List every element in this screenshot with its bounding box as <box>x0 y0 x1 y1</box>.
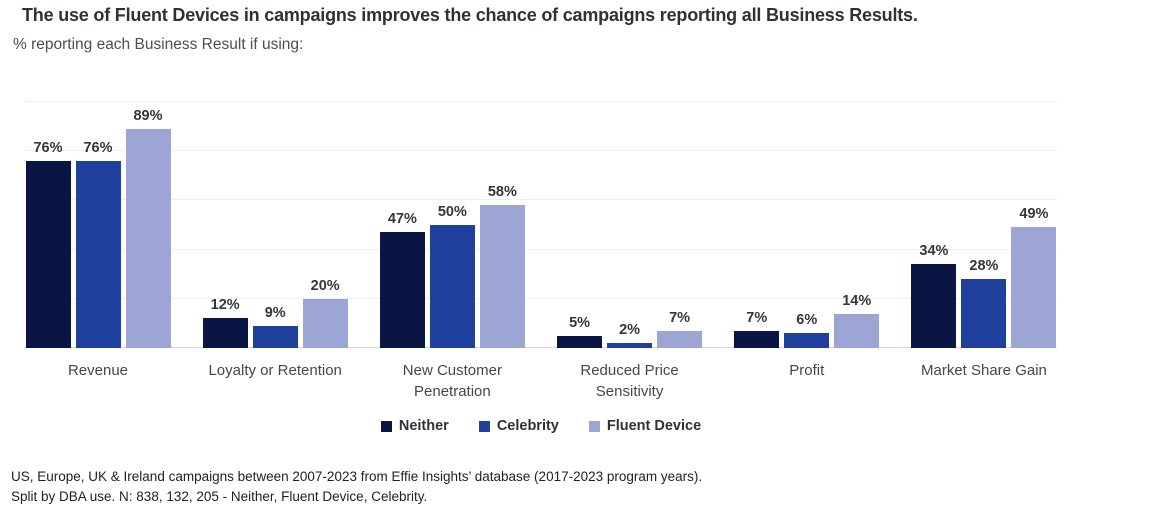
bar-cell-neither: 12% <box>202 297 248 348</box>
bar-group-profit: 7% 6% 14% <box>734 108 880 348</box>
source-note-line-1: US, Europe, UK & Ireland campaigns betwe… <box>11 469 703 484</box>
bar-cell-neither: 5% <box>557 314 603 348</box>
source-note-line-2: Split by DBA use. N: 838, 132, 205 - Nei… <box>11 488 428 504</box>
bar-celebrity-reduced-price-sensitivity <box>607 343 653 348</box>
bar-group-reduced-price-sensitivity: 5% 2% 7% <box>557 108 703 348</box>
bar-neither-new-customer-penetration <box>379 232 425 348</box>
legend: Neither Celebrity Fluent Device <box>25 418 1057 434</box>
bar-value-label-celebrity-market-share-gain: 28% <box>969 258 999 275</box>
bar-neither-revenue <box>25 161 71 348</box>
bar-celebrity-market-share-gain <box>961 279 1007 348</box>
bar-celebrity-revenue <box>75 161 121 348</box>
bar-groups: 76% 76% 89% 12% 9% 20% 47% 50% 58% 5% 2% 7% 7% 6% 14% 3… <box>25 108 1057 348</box>
bar-fluent-device-market-share-gain <box>1011 227 1057 348</box>
bar-neither-loyalty-or-retention <box>202 318 248 348</box>
bar-fluent-device-reduced-price-sensitivity <box>657 330 703 348</box>
bar-cell-neither: 34% <box>911 243 957 348</box>
grid-line-80 <box>25 150 1057 152</box>
bar-value-label-neither-profit: 7% <box>746 309 768 326</box>
bar-group-market-share-gain: 34% 28% 49% <box>911 108 1057 348</box>
bar-cell-fluent-device: 58% <box>479 184 525 348</box>
bar-cell-fluent-device: 89% <box>125 108 171 348</box>
category-label-market-share-gain: Market Share Gain <box>920 362 1047 379</box>
bar-value-label-fluent-device-new-customer-penetration: 58% <box>487 184 517 201</box>
bar-cell-fluent-device: 20% <box>302 277 348 348</box>
bar-value-label-neither-market-share-gain: 34% <box>919 243 949 260</box>
bar-cell-celebrity: 50% <box>429 204 475 348</box>
baseline <box>25 347 1057 348</box>
plot-area: 76% 76% 89% 12% 9% 20% 47% 50% 58% 5% 2% 7% 7% 6% 14% 3… <box>25 101 1057 348</box>
bar-cell-neither: 76% <box>25 140 71 348</box>
legend-item-fluent-device: Fluent Device <box>588 418 702 434</box>
legend-label-celebrity: Celebrity <box>496 418 559 434</box>
source-note: US, Europe, UK & Ireland campaigns betwe… <box>11 467 702 506</box>
bar-cell-celebrity: 76% <box>75 140 121 348</box>
bar-value-label-neither-new-customer-penetration: 47% <box>387 211 417 228</box>
chart-title: The use of Fluent Devices in campaigns i… <box>22 5 918 25</box>
bar-cell-neither: 7% <box>734 309 780 348</box>
bar-value-label-celebrity-reduced-price-sensitivity: 2% <box>619 322 641 339</box>
legend-swatch-fluent-device <box>588 420 600 432</box>
bar-celebrity-loyalty-or-retention <box>252 325 298 348</box>
grid-line-60 <box>25 199 1057 201</box>
bar-fluent-device-new-customer-penetration <box>479 205 525 348</box>
legend-swatch-neither <box>380 420 392 432</box>
bar-fluent-device-revenue <box>125 129 171 348</box>
bar-neither-profit <box>734 330 780 348</box>
category-label-profit: Profit <box>789 362 825 379</box>
category-label-loyalty-or-retention: Loyalty or Retention <box>208 362 342 379</box>
bar-value-label-celebrity-loyalty-or-retention: 9% <box>264 304 286 321</box>
bar-value-label-neither-reduced-price-sensitivity: 5% <box>569 314 591 331</box>
legend-item-neither: Neither <box>380 418 449 434</box>
bar-value-label-celebrity-revenue: 76% <box>83 140 113 157</box>
bar-celebrity-new-customer-penetration <box>429 225 475 348</box>
legend-label-fluent-device: Fluent Device <box>606 418 702 434</box>
bar-fluent-device-profit <box>834 313 880 348</box>
category-label-reduced-price-sensitivity: Reduced Price Sensitivity <box>580 362 679 400</box>
legend-swatch-celebrity <box>478 420 490 432</box>
bar-cell-fluent-device: 14% <box>834 292 880 348</box>
bar-value-label-fluent-device-revenue: 89% <box>133 108 163 125</box>
bar-value-label-fluent-device-loyalty-or-retention: 20% <box>310 277 340 294</box>
grid-line-40 <box>25 248 1057 250</box>
bar-group-loyalty-or-retention: 12% 9% 20% <box>202 108 348 348</box>
bar-cell-celebrity: 2% <box>607 322 653 348</box>
bar-cell-fluent-device: 49% <box>1011 206 1057 348</box>
bar-cell-fluent-device: 7% <box>657 309 703 348</box>
bar-neither-reduced-price-sensitivity <box>557 335 603 348</box>
grid-line-100 <box>25 101 1057 102</box>
bar-neither-market-share-gain <box>911 264 957 348</box>
category-label-revenue: Revenue <box>67 362 129 379</box>
bar-cell-celebrity: 6% <box>784 312 830 348</box>
bar-group-new-customer-penetration: 47% 50% 58% <box>379 108 525 348</box>
bar-value-label-celebrity-profit: 6% <box>796 312 818 329</box>
category-axis: Revenue Loyalty or Retention New Customer … <box>25 360 1057 402</box>
bar-chart: 76% 76% 89% 12% 9% 20% 47% 50% 58% 5% 2% 7% 7% 6% 14% 3… <box>25 101 1057 434</box>
bar-value-label-fluent-device-profit: 14% <box>842 292 872 309</box>
bar-value-label-celebrity-new-customer-penetration: 50% <box>437 204 467 220</box>
bar-fluent-device-loyalty-or-retention <box>302 298 348 348</box>
bar-value-label-neither-revenue: 76% <box>33 140 63 157</box>
chart-subtitle: % reporting each Business Result if usin… <box>13 36 304 53</box>
legend-item-celebrity: Celebrity <box>478 418 559 434</box>
bar-cell-celebrity: 28% <box>961 258 1007 348</box>
bar-value-label-neither-loyalty-or-retention: 12% <box>210 297 240 314</box>
bar-group-revenue: 76% 76% 89% <box>25 108 171 348</box>
category-label-new-customer-penetration: New Customer Penetration <box>402 362 502 400</box>
bar-celebrity-profit <box>784 333 830 348</box>
bar-cell-neither: 47% <box>379 211 425 348</box>
legend-label-neither: Neither <box>398 418 449 434</box>
bar-value-label-fluent-device-reduced-price-sensitivity: 7% <box>669 309 691 326</box>
bar-cell-celebrity: 9% <box>252 304 298 348</box>
bar-value-label-fluent-device-market-share-gain: 49% <box>1019 206 1049 223</box>
grid-line-20 <box>25 297 1057 299</box>
